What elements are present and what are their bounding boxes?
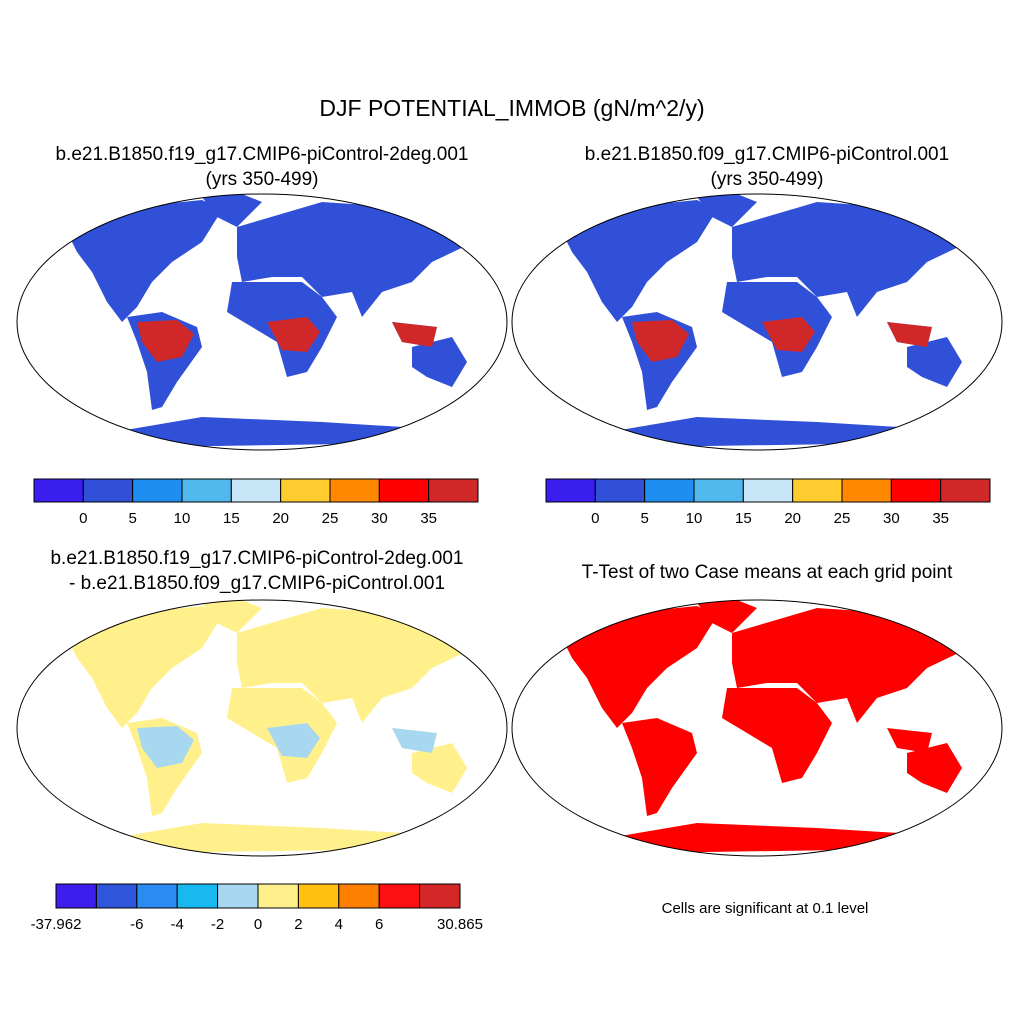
- colorbar-label: 2: [294, 916, 302, 933]
- colorbar-box: [176, 883, 219, 909]
- panel-title: b.e21.B1850.f09_g17.CMIP6-piControl.001: [585, 144, 949, 165]
- figure-title: DJF POTENTIAL_IMMOB (gN/m^2/y): [319, 95, 704, 121]
- colorbar-box: [181, 478, 232, 503]
- colorbar-label: 10: [686, 510, 703, 527]
- panel-title: (yrs 350-499): [711, 169, 824, 190]
- colorbar-box: [940, 478, 991, 503]
- colorbar-label: 25: [322, 510, 339, 527]
- colorbar-box: [841, 478, 892, 503]
- colorbar-box: [378, 478, 430, 503]
- colorbar-label: 30: [883, 510, 900, 527]
- colorbar-label: 5: [640, 510, 648, 527]
- colorbar-box: [132, 478, 183, 503]
- colorbar-label: 25: [834, 510, 851, 527]
- colorbar-box: [82, 478, 134, 503]
- colorbar-label: 30.865: [437, 916, 483, 933]
- colorbar-box: [545, 478, 596, 503]
- colorbar-label: -37.962: [31, 916, 82, 933]
- colorbar-label: 6: [375, 916, 383, 933]
- colorbar-label: 30: [371, 510, 388, 527]
- map: [511, 193, 1003, 451]
- map: [16, 193, 508, 451]
- colorbar-label: 35: [420, 510, 437, 527]
- map: [16, 599, 508, 857]
- colorbar-box: [95, 883, 138, 909]
- panel-title: - b.e21.B1850.f09_g17.CMIP6-piControl.00…: [69, 573, 445, 594]
- colorbar-box: [693, 478, 744, 503]
- colorbar-box: [33, 478, 84, 503]
- colorbar-box: [230, 478, 282, 503]
- colorbar-box: [257, 883, 299, 909]
- colorbar-box: [297, 883, 340, 909]
- colorbar-label: 15: [223, 510, 240, 527]
- colorbar-box: [217, 883, 259, 909]
- colorbar-box: [329, 478, 380, 503]
- colorbar-box: [419, 883, 461, 909]
- colorbar-label: 20: [272, 510, 289, 527]
- colorbar-box: [792, 478, 843, 503]
- panel-title: (yrs 350-499): [206, 169, 319, 190]
- colorbar-label: 4: [335, 916, 343, 933]
- colorbar-label: 5: [128, 510, 136, 527]
- colorbar-box: [594, 478, 646, 503]
- colorbar-box: [742, 478, 794, 503]
- colorbar-label: 35: [932, 510, 949, 527]
- colorbar-box: [55, 883, 97, 909]
- panel-title: T-Test of two Case means at each grid po…: [582, 562, 953, 583]
- colorbar-label: -4: [171, 916, 184, 933]
- colorbar-box: [644, 478, 695, 503]
- colorbar-label: 10: [174, 510, 191, 527]
- colorbar-box: [378, 883, 421, 909]
- panel-title: b.e21.B1850.f19_g17.CMIP6-piControl-2deg…: [50, 548, 463, 569]
- colorbar-label: 20: [784, 510, 801, 527]
- colorbar-label: 15: [735, 510, 752, 527]
- colorbar-box: [136, 883, 178, 909]
- colorbar-label: 0: [79, 510, 87, 527]
- colorbar-label: -6: [130, 916, 143, 933]
- note: Cells are significant at 0.1 level: [662, 900, 869, 917]
- colorbar-box: [280, 478, 331, 503]
- colorbar-box: [428, 478, 479, 503]
- map: [511, 599, 1003, 857]
- panel-title: b.e21.B1850.f19_g17.CMIP6-piControl-2deg…: [55, 144, 468, 165]
- colorbar-label: 0: [591, 510, 599, 527]
- colorbar-label: -2: [211, 916, 224, 933]
- colorbar-label: 0: [254, 916, 262, 933]
- colorbar-box: [338, 883, 380, 909]
- colorbar-box: [890, 478, 942, 503]
